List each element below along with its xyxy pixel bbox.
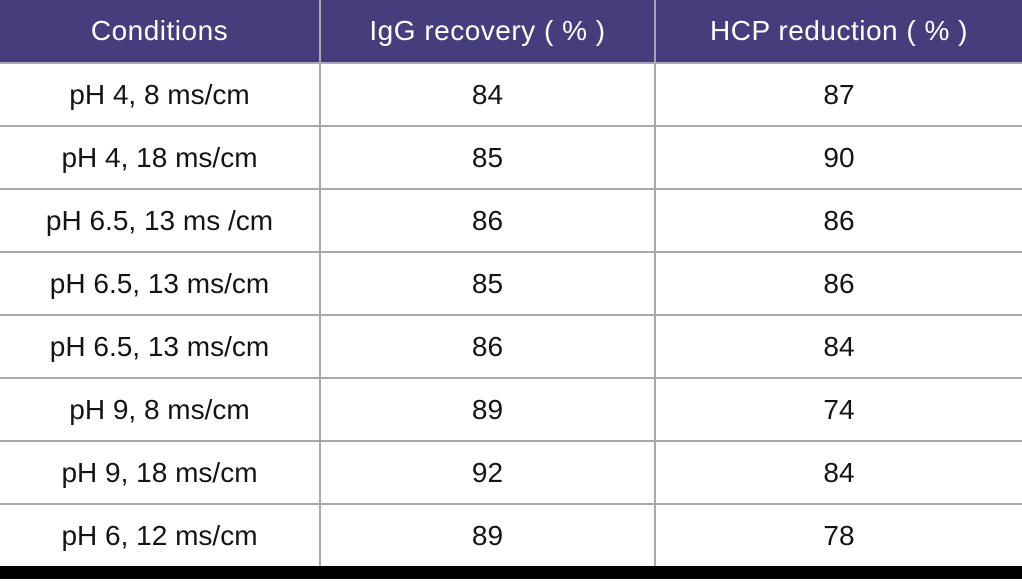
table-row: pH 4, 18 ms/cm 85 90: [0, 125, 1022, 189]
table-header: Conditions IgG recovery ( % ) HCP reduct…: [0, 0, 1022, 63]
hcp-reduction-cell: 86: [654, 251, 1022, 315]
column-header-igg-recovery: IgG recovery ( % ): [319, 0, 655, 63]
condition-cell: pH 4, 18 ms/cm: [0, 125, 320, 189]
hcp-reduction-cell: 86: [654, 188, 1022, 252]
table-row: pH 4, 8 ms/cm 84 87: [0, 62, 1022, 126]
hcp-reduction-cell: 90: [654, 125, 1022, 189]
hcp-reduction-cell: 84: [654, 314, 1022, 378]
table-body: pH 4, 8 ms/cm 84 87 pH 4, 18 ms/cm 85 90 pH 6.…: [0, 62, 1022, 573]
igg-recovery-cell: 89: [319, 503, 655, 573]
header-row: Conditions IgG recovery ( % ) HCP reduct…: [0, 0, 1022, 63]
hcp-reduction-cell: 74: [654, 377, 1022, 441]
table-row: pH 9, 18 ms/cm 92 84: [0, 440, 1022, 504]
condition-cell: pH 9, 18 ms/cm: [0, 440, 320, 504]
condition-cell: pH 6.5, 13 ms /cm: [0, 188, 320, 252]
hcp-reduction-cell: 87: [654, 62, 1022, 126]
igg-recovery-cell: 84: [319, 62, 655, 126]
condition-cell: pH 6, 12 ms/cm: [0, 503, 320, 573]
igg-recovery-cell: 92: [319, 440, 655, 504]
condition-cell: pH 6.5, 13 ms/cm: [0, 314, 320, 378]
column-header-hcp-reduction: HCP reduction ( % ): [654, 0, 1022, 63]
column-header-conditions: Conditions: [0, 0, 320, 63]
table-row: pH 6.5, 13 ms/cm 85 86: [0, 251, 1022, 315]
table-row: pH 6.5, 13 ms /cm 86 86: [0, 188, 1022, 252]
igg-recovery-cell: 86: [319, 314, 655, 378]
hcp-reduction-cell: 78: [654, 503, 1022, 573]
igg-recovery-cell: 85: [319, 125, 655, 189]
igg-recovery-cell: 89: [319, 377, 655, 441]
condition-cell: pH 6.5, 13 ms/cm: [0, 251, 320, 315]
table-row: pH 9, 8 ms/cm 89 74: [0, 377, 1022, 441]
condition-cell: pH 4, 8 ms/cm: [0, 62, 320, 126]
table-row: pH 6, 12 ms/cm 89 78: [0, 503, 1022, 573]
igg-recovery-cell: 85: [319, 251, 655, 315]
igg-recovery-cell: 86: [319, 188, 655, 252]
hcp-reduction-cell: 84: [654, 440, 1022, 504]
condition-cell: pH 9, 8 ms/cm: [0, 377, 320, 441]
table-row: pH 6.5, 13 ms/cm 86 84: [0, 314, 1022, 378]
